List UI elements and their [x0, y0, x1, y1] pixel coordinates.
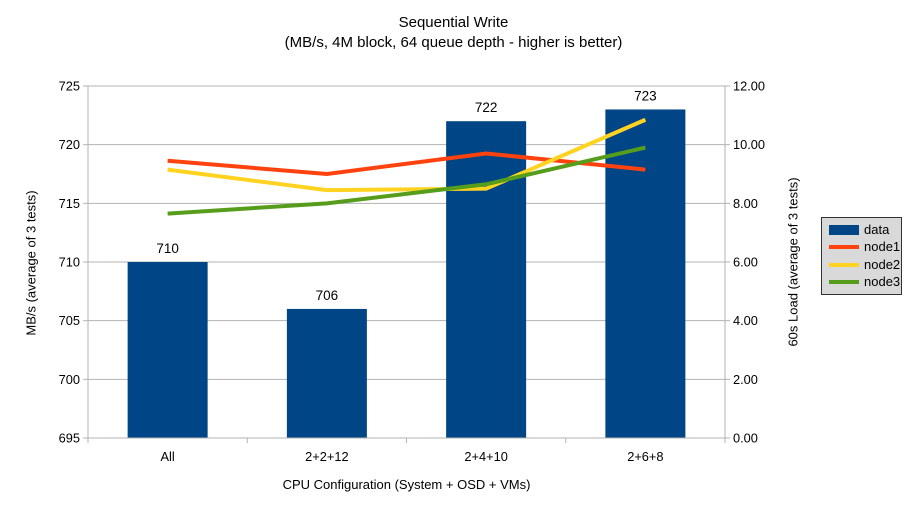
left-axis-title: MB/s (average of 3 tests)	[23, 190, 39, 336]
bar-label-2+6+8: 723	[634, 88, 657, 103]
category-label-All: All	[161, 449, 175, 464]
bar-label-2+2+12: 706	[316, 288, 339, 303]
legend-label: node3	[864, 273, 901, 289]
right-tick-label: 0.00	[733, 431, 758, 446]
line-node1	[167, 151, 646, 177]
left-tick-label: 710	[59, 255, 80, 270]
right-tick-label: 12.00	[733, 79, 765, 94]
legend-item-node1: node1	[829, 240, 901, 254]
left-tick-label: 700	[59, 372, 80, 387]
legend-line-swatch	[829, 279, 859, 284]
category-label-2+4+10: 2+4+10	[464, 449, 507, 464]
chart-title: Sequential Write	[398, 14, 509, 31]
legend-line-swatch	[829, 245, 859, 250]
right-tick-label: 10.00	[733, 137, 765, 152]
left-tick-label: 720	[59, 137, 80, 152]
bar-label-All: 710	[156, 241, 179, 256]
right-axis-title: 60s Load (average of 3 tests)	[785, 177, 801, 347]
left-tick-label: 715	[59, 196, 80, 211]
x-axis-title: CPU Configuration (System + OSD + VMs)	[282, 477, 531, 492]
right-tick-label: 4.00	[733, 313, 758, 328]
bar-2+4+10	[446, 121, 527, 438]
right-tick-label: 8.00	[733, 196, 758, 211]
legend-label: node1	[864, 239, 901, 255]
bar-All	[127, 262, 208, 438]
legend-line-swatch	[829, 262, 859, 267]
left-tick-label: 705	[59, 313, 80, 328]
bar-label-2+4+10: 722	[475, 100, 498, 115]
right-tick-label: 2.00	[733, 372, 758, 387]
right-tick-label: 6.00	[733, 255, 758, 270]
legend-item-node3: node3	[829, 273, 901, 289]
line-node3	[167, 145, 646, 216]
category-label-2+2+12: 2+2+12	[305, 449, 348, 464]
chart-subtitle: (MB/s, 4M block, 64 queue depth - higher…	[284, 34, 623, 51]
legend-bar-swatch	[829, 225, 859, 235]
left-tick-label: 695	[59, 431, 80, 446]
legend-label: node2	[864, 256, 901, 272]
bar-2+2+12	[286, 308, 367, 438]
line-node2	[167, 117, 647, 193]
legend: data node1 node2 node3	[821, 217, 902, 295]
left-tick-label: 725	[59, 79, 80, 94]
bar-2+6+8	[605, 109, 686, 438]
legend-item-data: data	[829, 223, 901, 237]
legend-label: data	[864, 222, 890, 237]
category-label-2+6+8: 2+6+8	[627, 449, 663, 464]
legend-item-node2: node2	[829, 256, 901, 272]
